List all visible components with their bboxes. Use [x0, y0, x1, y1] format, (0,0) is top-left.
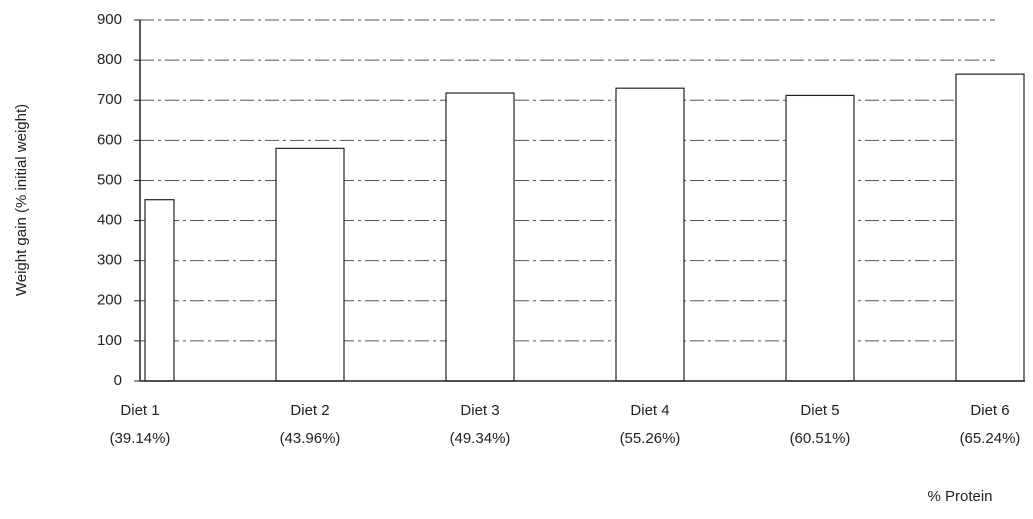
y-tick-label: 100: [97, 332, 122, 349]
x-tick-label: (60.51%): [790, 430, 851, 447]
x-tick-label: (55.26%): [620, 430, 681, 447]
bar: [144, 199, 175, 382]
x-tick-label: Diet 2: [290, 402, 329, 419]
y-tick-label: 300: [97, 252, 122, 269]
bar: [955, 73, 1025, 382]
x-axis-label: % Protein: [927, 488, 992, 505]
x-tick-label: Diet 4: [630, 402, 669, 419]
bar: [445, 92, 515, 382]
x-tick-label: (43.96%): [280, 430, 341, 447]
y-tick-label: 0: [114, 372, 122, 389]
x-tick-label: (49.34%): [450, 430, 511, 447]
bar: [615, 87, 685, 382]
x-tick-label: Diet 5: [800, 402, 839, 419]
y-tick-label: 500: [97, 171, 122, 188]
y-tick-label: 200: [97, 292, 122, 309]
x-tick-label: Diet 6: [970, 402, 1009, 419]
y-tick-label: 900: [97, 11, 122, 28]
bar: [785, 94, 855, 382]
x-tick-label: (65.24%): [960, 430, 1021, 447]
x-tick-label: Diet 3: [460, 402, 499, 419]
y-axis-label: Weight gain (% initial weight): [13, 104, 30, 296]
bar: [275, 147, 345, 382]
y-tick-label: 600: [97, 131, 122, 148]
x-tick-label: (39.14%): [110, 430, 171, 447]
x-tick-label: Diet 1: [120, 402, 159, 419]
y-tick-label: 700: [97, 91, 122, 108]
y-tick-label: 800: [97, 51, 122, 68]
y-tick-label: 400: [97, 212, 122, 229]
